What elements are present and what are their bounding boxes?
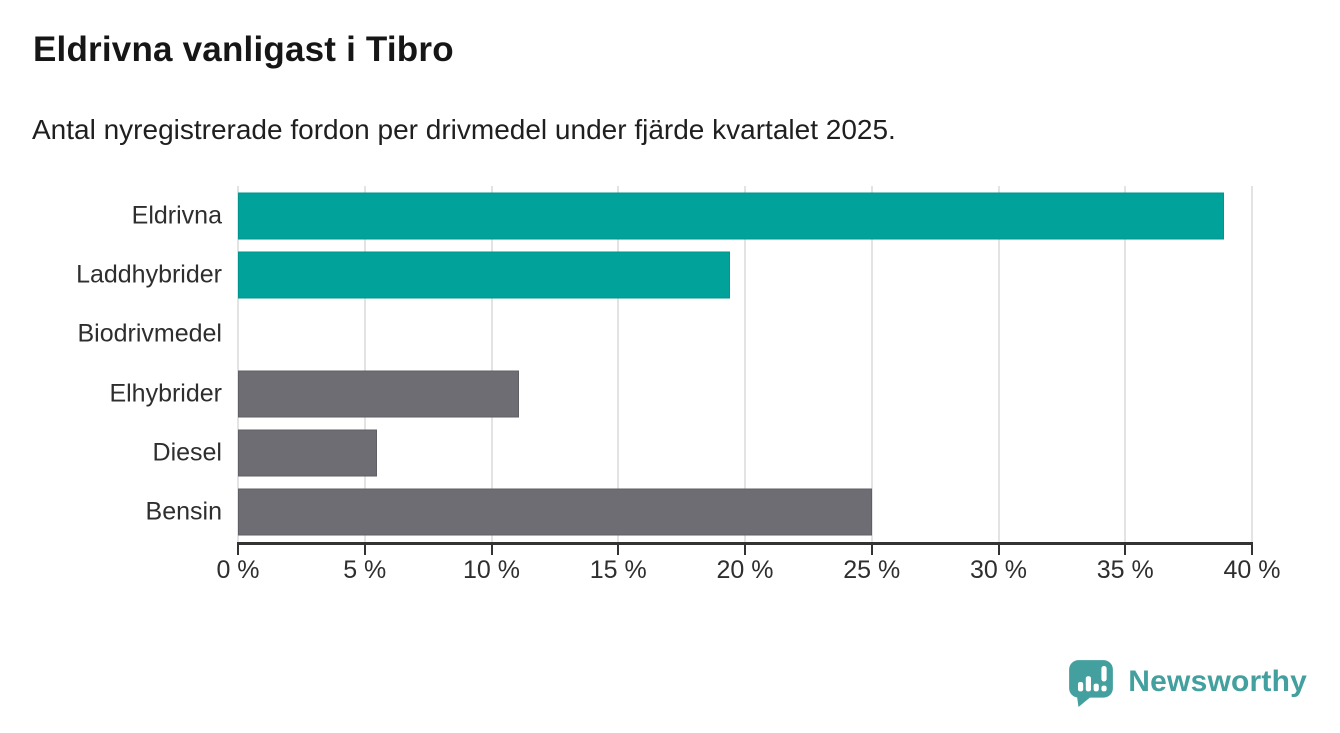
category-label-bensin: Bensin — [145, 497, 222, 526]
bar-row-bensin: Bensin — [146, 483, 1252, 542]
x-tick-5 — [363, 542, 366, 555]
newsworthy-logo-text: Newsworthy — [1128, 665, 1307, 698]
bar-row-biodrivmedel: Biodrivmedel — [77, 305, 1252, 364]
logo-bar-tall — [1086, 676, 1092, 692]
logo-exclamation-dot — [1101, 685, 1107, 692]
bar-diesel — [238, 429, 378, 477]
bar-eldrivna — [238, 192, 1225, 240]
category-label-eldrivna: Eldrivna — [131, 201, 222, 230]
plot-area: Eldrivna Laddhybrider Biodrivmedel Elhybrid… — [76, 186, 1280, 584]
logo-bar-medium — [1093, 683, 1100, 692]
x-tick-25 — [870, 542, 873, 555]
x-tick-label-20: 20 % — [716, 556, 774, 584]
chart-title: Eldrivna vanligast i Tibro — [33, 30, 454, 69]
x-tick-label-15: 15 % — [589, 556, 647, 584]
gridline-40 — [1251, 186, 1253, 542]
x-tick-label-25: 25 % — [843, 556, 901, 584]
chart-subtitle: Antal nyregistrerade fordon per drivmede… — [32, 114, 896, 145]
x-tick-15 — [617, 542, 620, 555]
x-tick-label-0: 0 % — [216, 556, 260, 584]
bar-laddhybrider — [238, 251, 730, 299]
category-label-biodrivmedel: Biodrivmedel — [77, 319, 222, 348]
x-tick-label-35: 35 % — [1096, 556, 1154, 584]
x-tick-label-40: 40 % — [1223, 556, 1281, 584]
logo-bar-short — [1078, 682, 1084, 692]
bar-row-laddhybrider: Laddhybrider — [76, 245, 1252, 304]
x-tick-label-30: 30 % — [970, 556, 1027, 584]
logo-exclamation-stroke — [1101, 665, 1107, 682]
x-tick-20 — [744, 542, 746, 555]
gridline-15 — [617, 186, 620, 542]
x-tick-0 — [237, 542, 239, 555]
category-label-elhybrider: Elhybrider — [109, 379, 222, 408]
x-tick-label-5: 5 % — [343, 556, 387, 584]
bar-row-eldrivna: Eldrivna — [132, 186, 1252, 245]
x-tick-30 — [997, 542, 1000, 555]
gridline-20 — [744, 186, 746, 542]
gridline-10 — [490, 186, 493, 542]
gridline-35 — [1124, 186, 1127, 542]
gridline-25 — [870, 186, 873, 542]
x-tick-label-10: 10 % — [463, 556, 520, 584]
bar-rows: Eldrivna Laddhybrider Biodrivmedel Elhybrid… — [76, 186, 1252, 542]
gridline-0 — [237, 186, 239, 542]
newsworthy-logo-icon — [1069, 660, 1114, 707]
category-label-laddhybrider: Laddhybrider — [76, 260, 222, 289]
x-tick-40 — [1251, 542, 1253, 555]
gridline-30 — [997, 186, 1000, 542]
bar-elhybrider — [238, 370, 520, 418]
x-tick-35 — [1124, 542, 1127, 555]
bar-row-elhybrider: Elhybrider — [109, 364, 1252, 423]
gridline-5 — [363, 186, 366, 542]
bar-row-diesel: Diesel — [153, 423, 1252, 482]
x-tick-10 — [490, 542, 493, 555]
bar-bensin — [238, 488, 872, 536]
category-label-diesel: Diesel — [152, 438, 222, 467]
newsworthy-brand: Newsworthy — [1066, 657, 1307, 707]
